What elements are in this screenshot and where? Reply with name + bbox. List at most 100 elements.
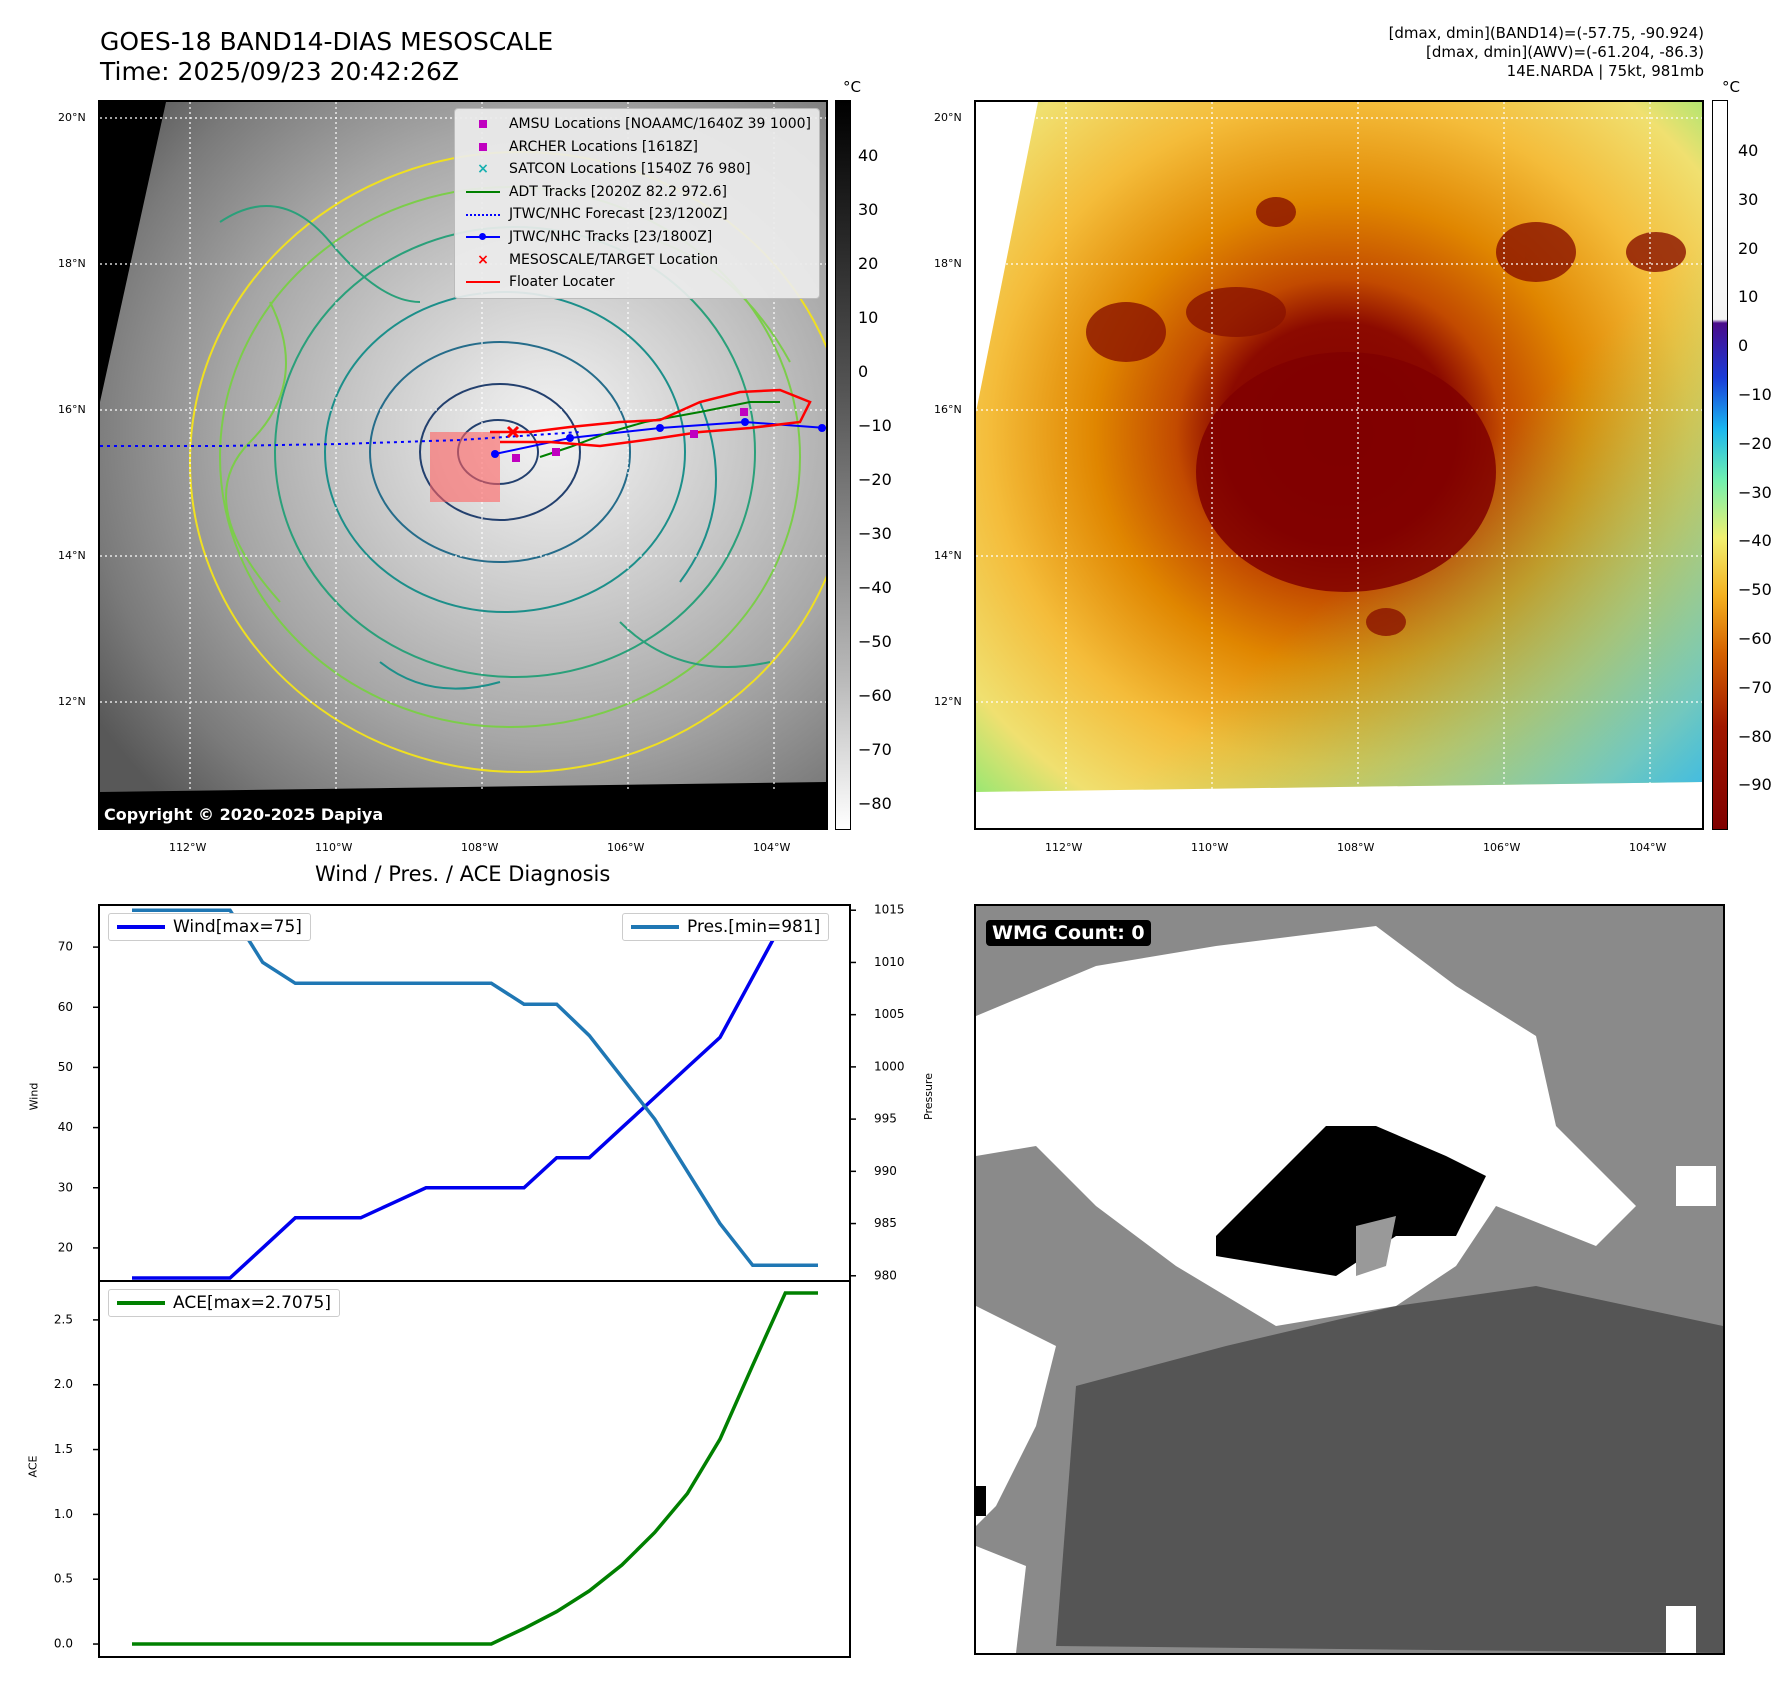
legend-label: SATCON Locations [1540Z 76 980] xyxy=(508,161,751,178)
axis-tick-label: 1.5 xyxy=(54,1442,73,1456)
legend-label: AMSU Locations [NOAAMC/1640Z 39 1000] xyxy=(508,116,811,132)
lat-label: 16°N xyxy=(58,403,86,416)
colorbar2 xyxy=(1712,100,1728,830)
awv-map-image xyxy=(976,102,1702,828)
legend-item-floater: Floater Locater xyxy=(465,271,811,294)
colorbar-tick-label: 0 xyxy=(1738,336,1749,356)
line-dot-icon xyxy=(465,226,501,248)
wind-legend: Wind[max=75] xyxy=(108,913,311,941)
legend-item-amsu: AMSU Locations [NOAAMC/1640Z 39 1000] xyxy=(465,113,811,136)
axis-tick-label: 0.5 xyxy=(54,1572,73,1586)
lat-label: 20°N xyxy=(934,111,962,124)
lon-label: 112°W xyxy=(1045,841,1083,854)
square-marker-icon xyxy=(465,113,501,135)
legend-label: MESOSCALE/TARGET Location xyxy=(508,251,719,268)
ace-axis-label: ACE xyxy=(26,1455,40,1478)
colorbar-tick-label: 20 xyxy=(1738,238,1759,258)
colorbar-tick-label: −90 xyxy=(1738,775,1772,795)
ace-axes xyxy=(98,1280,851,1658)
legend-label: Floater Locater xyxy=(508,274,615,291)
lon-label: 104°W xyxy=(753,841,791,854)
lat-label: 18°N xyxy=(58,257,86,270)
colorbar-tick-label: −30 xyxy=(1738,482,1772,502)
colorbar-tick-label: −50 xyxy=(858,632,892,651)
legend-label: ADT Tracks [2020Z 82.2 972.6] xyxy=(508,183,727,200)
pressure-legend: Pres.[min=981] xyxy=(622,913,830,941)
axis-tick-label: 1.0 xyxy=(54,1507,73,1521)
legend-label: Pres.[min=981] xyxy=(687,917,821,937)
legend-item-archer: ARCHER Locations [1618Z] xyxy=(465,136,811,159)
lat-label: 12°N xyxy=(58,695,86,708)
legend-item-adt: ADT Tracks [2020Z 82.2 972.6] xyxy=(465,181,811,204)
colorbar-tick-label: 0 xyxy=(858,362,869,381)
legend-line-icon xyxy=(117,925,165,929)
lon-label: 110°W xyxy=(315,841,353,854)
diagnosis-chart: 70 60 50 40 30 20 1015 1010 1005 1000 995 990 985 98… xyxy=(54,903,905,1658)
colorbar-tick-label: −70 xyxy=(858,740,892,759)
lon-label: 106°W xyxy=(1483,841,1521,854)
axis-tick-label: 30 xyxy=(58,1180,73,1194)
pressure-series-line xyxy=(132,908,818,1268)
axis-tick-label: 1015 xyxy=(874,903,905,917)
dotted-line-icon xyxy=(465,204,501,226)
band14-map-panel: AMSU Locations [NOAAMC/1640Z 39 1000] AR… xyxy=(98,100,828,830)
axis-tick-label: 2.5 xyxy=(54,1312,73,1326)
lon-label: 108°W xyxy=(461,841,499,854)
axis-tick-label: 20 xyxy=(58,1240,73,1254)
axis-tick-label: 60 xyxy=(58,1000,73,1014)
wmg-count-badge: WMG Count: 0 xyxy=(986,920,1151,946)
axis-tick-label: 985 xyxy=(874,1216,897,1230)
axis-tick-label: 0.0 xyxy=(54,1637,73,1651)
awv-map-panel xyxy=(974,100,1704,830)
axis-tick-label: 2.0 xyxy=(54,1377,73,1391)
lat-label: 14°N xyxy=(58,549,86,562)
ace-series-line xyxy=(132,1291,818,1646)
ace-legend: ACE[max=2.7075] xyxy=(108,1289,340,1317)
square-marker-icon xyxy=(465,136,501,158)
diagnosis-title: Wind / Pres. / ACE Diagnosis xyxy=(315,862,611,886)
lat-label: 14°N xyxy=(934,549,962,562)
legend-item-satcon: × SATCON Locations [1540Z 76 980] xyxy=(465,158,811,181)
dmax-dmin-info: [dmax, dmin](BAND14)=(-57.75, -90.924) [… xyxy=(1389,24,1704,81)
lon-label: 108°W xyxy=(1337,841,1375,854)
lat-label: 16°N xyxy=(934,403,962,416)
legend-item-mesoscale: × MESOSCALE/TARGET Location xyxy=(465,249,811,272)
figure-title-line1: GOES-18 BAND14-DIAS MESOSCALE xyxy=(100,27,554,56)
lat-label: 18°N xyxy=(934,257,962,270)
wind-axis-label: Wind xyxy=(27,1082,41,1111)
colorbar-tick-label: −60 xyxy=(1738,629,1772,648)
legend-line-icon xyxy=(631,925,679,929)
colorbar-tick-label: −50 xyxy=(1738,580,1772,600)
colorbar-tick-label: −60 xyxy=(858,686,892,705)
legend-label: ARCHER Locations [1618Z] xyxy=(508,138,698,155)
wind-pressure-axes xyxy=(98,904,851,1282)
line-marker-icon xyxy=(465,181,501,203)
axis-tick-label: 40 xyxy=(58,1120,73,1134)
lat-label: 12°N xyxy=(934,695,962,708)
wmg-image xyxy=(976,906,1723,1653)
wmg-panel: WMG Count: 0 xyxy=(974,904,1725,1655)
colorbar-tick-label: 30 xyxy=(858,200,879,219)
legend-label: JTWC/NHC Forecast [23/1200Z] xyxy=(508,206,728,223)
figure-title-line2: Time: 2025/09/23 20:42:26Z xyxy=(100,57,459,86)
lat-label: 20°N xyxy=(58,111,86,124)
axis-tick-label: 1000 xyxy=(874,1059,905,1073)
x-marker-icon: × xyxy=(477,161,489,178)
copyright-text: Copyright © 2020-2025 Dapiya xyxy=(104,805,384,824)
legend-item-jtwc: JTWC/NHC Tracks [23/1800Z] xyxy=(465,226,811,249)
pressure-axis-label: Pressure xyxy=(921,1073,935,1120)
axis-tick-label: 990 xyxy=(874,1164,897,1178)
info-band14: [dmax, dmin](BAND14)=(-57.75, -90.924) xyxy=(1388,24,1704,42)
legend-label: JTWC/NHC Tracks [23/1800Z] xyxy=(508,228,713,245)
colorbar-tick-label: −40 xyxy=(858,578,892,597)
map-legend: AMSU Locations [NOAAMC/1640Z 39 1000] AR… xyxy=(453,108,820,299)
colorbar-tick-label: −10 xyxy=(1738,385,1772,404)
legend-item-forecast: JTWC/NHC Forecast [23/1200Z] xyxy=(465,203,811,226)
colorbar-tick-label: −40 xyxy=(1738,531,1772,551)
axis-tick-label: 1010 xyxy=(874,955,905,969)
colorbar-tick-label: 10 xyxy=(858,308,879,327)
info-awv: [dmax, dmin](AWV)=(-61.204, -86.3) xyxy=(1425,43,1704,61)
line-marker-icon xyxy=(465,271,501,293)
legend-line-icon xyxy=(117,1301,165,1305)
axis-tick-label: 70 xyxy=(58,940,73,954)
